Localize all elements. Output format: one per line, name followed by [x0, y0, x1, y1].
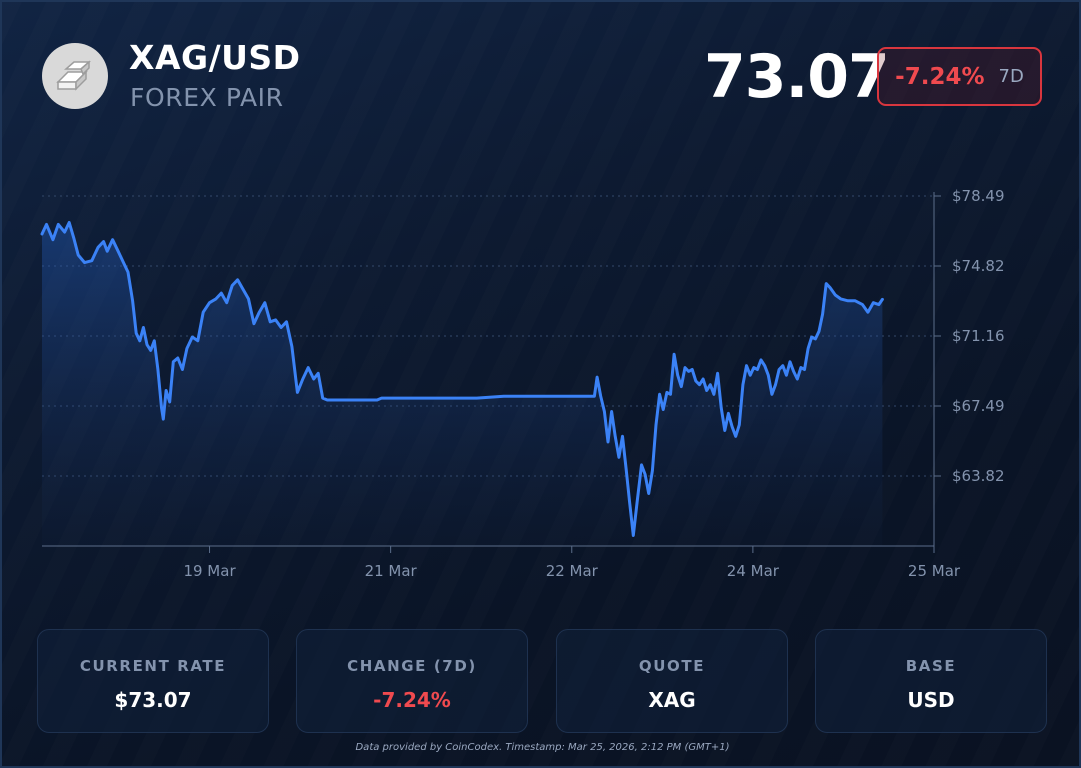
stat-quote: QUOTE XAG — [556, 629, 788, 733]
price-line — [40, 221, 884, 537]
x-tick-label: 21 Mar — [365, 562, 418, 580]
change-badge: -7.24% 7D — [877, 47, 1042, 106]
price-chart: $78.49 $74.82 $71.16 $67.49 $63.82 19 Mar 21 M… — [40, 187, 1005, 580]
pair-title: XAG/USD — [129, 38, 301, 77]
x-tick-label: 24 Mar — [727, 562, 780, 580]
stat-label: QUOTE — [638, 657, 706, 675]
x-tick-label: 19 Mar — [183, 562, 236, 580]
stat-change: CHANGE (7D) -7.24% — [296, 629, 528, 733]
stat-value: USD — [907, 688, 955, 712]
data-source-footnote: Data provided by CoinCodex. Timestamp: M… — [355, 742, 730, 753]
stat-value: XAG — [648, 688, 696, 712]
x-tick-label: 25 Mar — [908, 562, 961, 580]
change-percent: -7.24% — [895, 63, 985, 90]
change-period: 7D — [998, 66, 1024, 87]
y-tick-label: $67.49 — [952, 397, 1005, 415]
stat-current-rate: CURRENT RATE $73.07 — [37, 629, 269, 733]
x-tick-label: 22 Mar — [546, 562, 599, 580]
y-tick-label: $71.16 — [952, 327, 1005, 345]
stat-label: CHANGE (7D) — [347, 657, 477, 675]
stat-base: BASE USD — [815, 629, 1047, 733]
stat-value: -7.24% — [373, 688, 451, 712]
y-tick-label: $74.82 — [952, 257, 1005, 275]
stat-label: BASE — [905, 657, 957, 675]
pair-subtitle: FOREX PAIR — [130, 83, 284, 112]
stat-label: CURRENT RATE — [79, 657, 227, 675]
y-tick-label: $78.49 — [952, 187, 1005, 205]
silver-bars-icon — [42, 43, 108, 109]
stat-value: $73.07 — [114, 688, 192, 712]
current-price: 73.07 — [704, 42, 890, 112]
price-area — [42, 222, 883, 546]
y-tick-label: $63.82 — [952, 467, 1005, 485]
